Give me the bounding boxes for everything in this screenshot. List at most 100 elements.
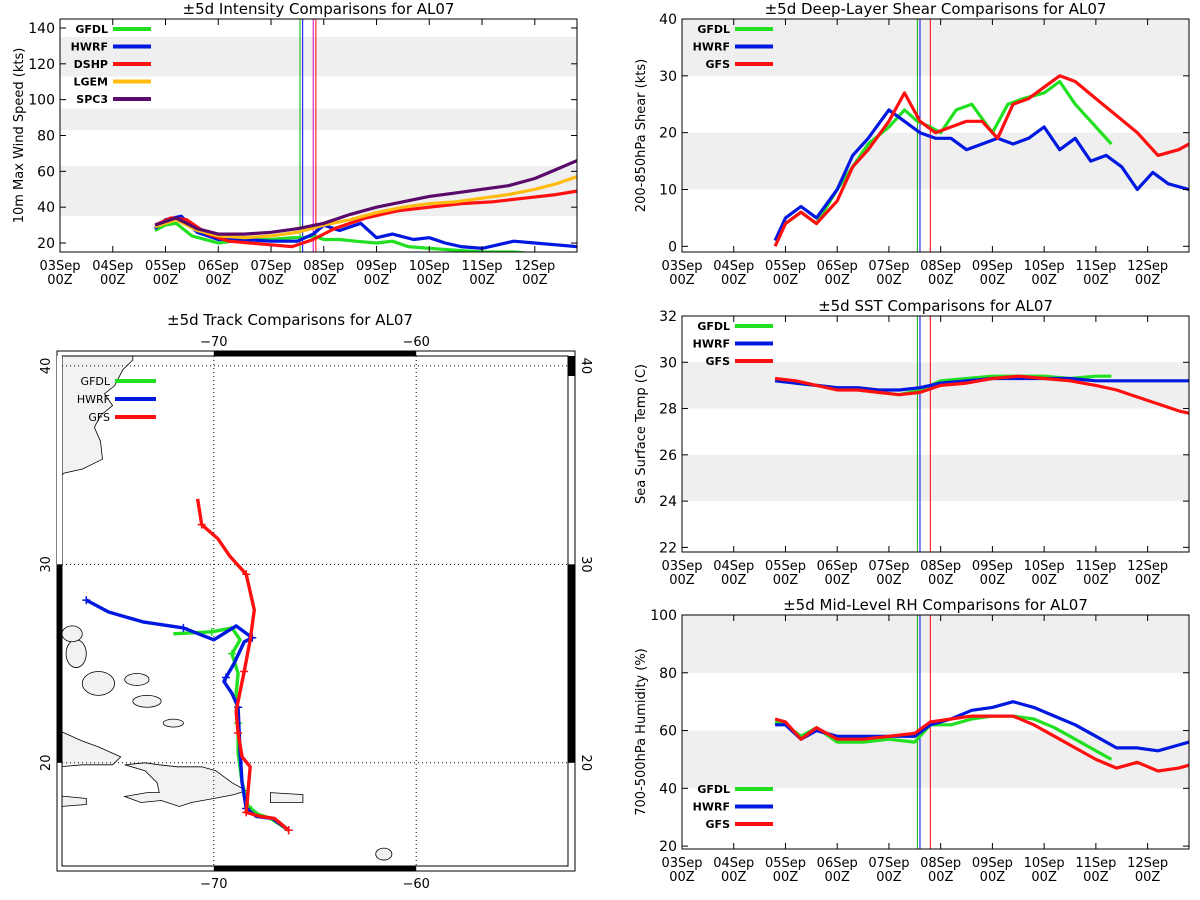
x-tick-label-date: 03Sep <box>661 259 702 274</box>
us-east-coast-land <box>62 356 134 476</box>
track-marker <box>179 623 188 632</box>
series-line-gfdl <box>773 79 1113 242</box>
x-tick-label-hour: 00Z <box>364 273 390 288</box>
y-tick-label: 140 <box>28 21 55 37</box>
x-tick-label-hour: 00Z <box>721 273 747 288</box>
x-tick-label-hour: 00Z <box>980 273 1006 288</box>
series-line-gfs <box>773 74 1189 247</box>
island-outline <box>375 847 393 861</box>
y-tick-label: 120 <box>28 57 55 73</box>
y-tick-label: 60 <box>659 724 677 740</box>
map-border <box>56 350 576 872</box>
x-tick-label-hour: 00Z <box>100 273 126 288</box>
series-line-hwrf <box>774 376 1189 392</box>
y-axis-label: 700-500hPa Humidity (%) <box>634 648 649 815</box>
border-bar-top <box>213 351 417 356</box>
shade-band <box>60 36 577 77</box>
x-tick-label-date: 08Sep <box>920 259 961 274</box>
legend-label: GFDL <box>697 23 730 36</box>
x-tick-label-date: 09Sep <box>972 259 1013 274</box>
island-outline <box>62 625 83 643</box>
x-tick-label-date: 11Sep <box>1075 856 1116 871</box>
x-tick-label-date: 03Sep <box>661 856 702 871</box>
x-tick-label-hour: 00Z <box>980 870 1006 885</box>
x-tick-label-date: 09Sep <box>972 559 1013 574</box>
lon-label-bottom: −70 <box>200 877 227 892</box>
track-marker <box>240 667 249 676</box>
x-tick-label-date: 06Sep <box>198 259 239 274</box>
legend-label: GFS <box>706 818 731 831</box>
x-tick-label-hour: 00Z <box>928 870 954 885</box>
x-tick-label-hour: 00Z <box>773 273 799 288</box>
y-tick-label: 20 <box>37 236 55 252</box>
series-line-gfs <box>774 714 1189 773</box>
track-marker <box>197 520 206 529</box>
y-tick-label: 100 <box>28 93 55 109</box>
x-tick-label-hour: 00Z <box>47 273 73 288</box>
x-tick-label-date: 04Sep <box>713 856 754 871</box>
y-tick-label: 20 <box>659 126 677 142</box>
x-tick-label-hour: 00Z <box>1031 870 1057 885</box>
x-tick-label-date: 10Sep <box>409 259 450 274</box>
y-tick-label: 28 <box>659 402 677 418</box>
x-tick-label-date: 03Sep <box>39 259 80 274</box>
sst-chart: 22242628303203Sep00Z04Sep00Z05Sep00Z06Se… <box>634 297 1190 588</box>
legend-label: GFS <box>706 355 731 368</box>
legend-label: GFS <box>88 411 110 424</box>
x-tick-label-date: 07Sep <box>868 259 909 274</box>
series-group <box>153 159 577 252</box>
y-tick-label: 30 <box>659 69 677 85</box>
y-tick-label: 10 <box>659 182 677 198</box>
x-tick-label-hour: 00Z <box>721 573 747 588</box>
x-tick-label-date: 09Sep <box>356 259 397 274</box>
x-tick-label-date: 05Sep <box>765 259 806 274</box>
legend-label: HWRF <box>693 801 730 814</box>
x-tick-label-hour: 00Z <box>311 273 337 288</box>
track-chart: −70 −70 −60 −60 20 20 30 30 40 40 ±5d Track Compar… <box>39 311 593 892</box>
shade-band <box>682 615 1189 673</box>
lat-label-right: 20 <box>578 755 593 772</box>
x-tick-label-date: 07Sep <box>868 856 909 871</box>
hispaniola-land <box>123 762 248 807</box>
legend-label: DSHP <box>74 58 108 71</box>
x-tick-label-hour: 00Z <box>773 870 799 885</box>
track-marker <box>207 627 216 636</box>
border-bar-right <box>568 564 575 763</box>
y-tick-label: 24 <box>659 494 677 510</box>
x-tick-label-date: 11Sep <box>1075 259 1116 274</box>
series-line-hwrf <box>773 108 1189 242</box>
x-tick-label-date: 03Sep <box>661 559 702 574</box>
x-tick-label-date: 12Sep <box>1127 559 1168 574</box>
x-tick-label-hour: 00Z <box>1135 870 1161 885</box>
x-tick-label-hour: 00Z <box>876 273 902 288</box>
x-tick-label-hour: 00Z <box>206 273 232 288</box>
x-tick-label-date: 07Sep <box>250 259 291 274</box>
x-tick-label-date: 06Sep <box>817 559 858 574</box>
legend-label: HWRF <box>693 338 730 351</box>
x-tick-label-date: 10Sep <box>1024 856 1065 871</box>
lon-label-bottom: −60 <box>402 877 429 892</box>
x-tick-label-hour: 00Z <box>824 273 850 288</box>
x-tick-label-hour: 00Z <box>469 273 495 288</box>
island-outline <box>81 671 116 696</box>
x-tick-label-hour: 00Z <box>928 273 954 288</box>
x-tick-label-hour: 00Z <box>1135 573 1161 588</box>
x-tick-label-date: 04Sep <box>713 259 754 274</box>
track-marker <box>284 826 293 835</box>
chart-title: ±5d SST Comparisons for AL07 <box>818 297 1053 315</box>
track-marker <box>242 570 251 579</box>
x-tick-label-hour: 00Z <box>721 870 747 885</box>
island-outline <box>132 694 162 708</box>
series-line-hwrf <box>153 214 577 250</box>
y-tick-label: 100 <box>650 608 677 624</box>
y-tick-label: 40 <box>659 781 677 797</box>
legend-label: GFDL <box>697 320 730 333</box>
y-axis-label: 200-850hPa Shear (kts) <box>634 59 649 212</box>
x-tick-label-date: 06Sep <box>817 259 858 274</box>
series-group <box>774 700 1189 773</box>
x-tick-label-date: 10Sep <box>1024 259 1065 274</box>
x-tick-label-date: 12Sep <box>1127 856 1168 871</box>
x-tick-label-date: 11Sep <box>462 259 503 274</box>
y-tick-label: 40 <box>37 200 55 216</box>
series-line-spc3 <box>154 159 577 236</box>
